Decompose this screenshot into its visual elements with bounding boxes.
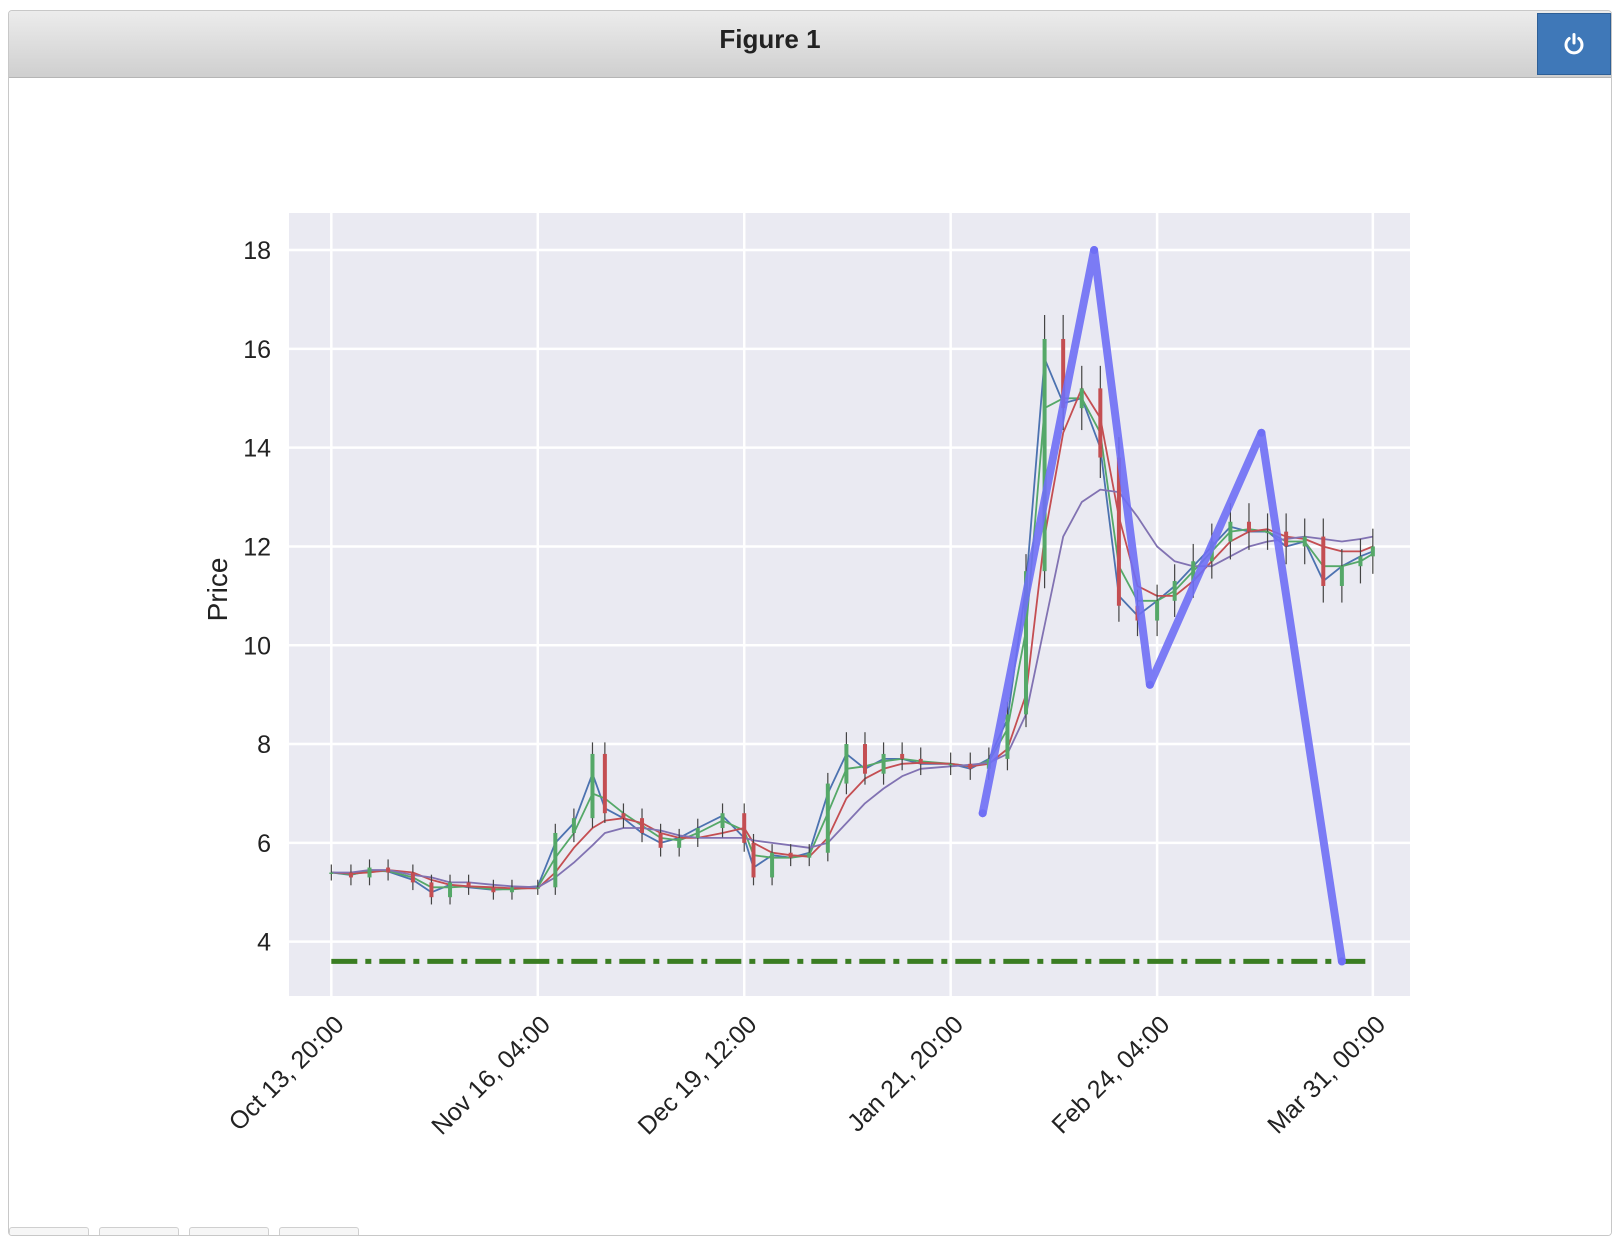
zigzag-pivot bbox=[1145, 680, 1154, 689]
price-candle bbox=[1098, 388, 1103, 458]
price-candle bbox=[1116, 457, 1121, 606]
chart: 4 6 8 10 12 14 16 18 Oct 13, 20:00 Nov 16, 04:00 D… bbox=[202, 213, 1410, 1140]
plot-area bbox=[289, 213, 1410, 996]
price-candle bbox=[348, 872, 353, 878]
figure-titlebar: Figure 1 bbox=[9, 11, 1611, 78]
price-candle bbox=[621, 813, 626, 819]
price-candle bbox=[1265, 531, 1270, 534]
y-tick-label: 14 bbox=[243, 435, 271, 463]
price-candle bbox=[367, 867, 372, 878]
price-candle bbox=[410, 872, 415, 883]
price-candle bbox=[844, 744, 849, 784]
price-candle bbox=[640, 818, 645, 833]
price-candle bbox=[1228, 521, 1233, 542]
zigzag-pivot bbox=[1337, 957, 1346, 966]
price-candle bbox=[1370, 546, 1375, 557]
price-candle bbox=[448, 882, 453, 898]
price-candle bbox=[788, 852, 793, 858]
price-candle bbox=[1042, 338, 1047, 572]
figure-window: Figure 1 4 6 8 10 12 14 16 18 Oct 13, 20:00 Nov 1… bbox=[8, 10, 1612, 1236]
y-tick-label: 10 bbox=[243, 632, 271, 660]
price-candle bbox=[491, 887, 496, 893]
y-tick-label: 18 bbox=[243, 237, 271, 265]
price-candle bbox=[825, 783, 830, 853]
toolbar-tab[interactable] bbox=[279, 1227, 359, 1235]
figure-title: Figure 1 bbox=[719, 24, 821, 54]
y-tick-label: 4 bbox=[257, 929, 271, 957]
price-candle bbox=[329, 872, 334, 874]
price-candle bbox=[1358, 556, 1363, 567]
y-tick-label: 12 bbox=[243, 533, 271, 561]
price-candle bbox=[509, 887, 514, 893]
price-candle bbox=[1321, 536, 1326, 586]
moving-average-line bbox=[331, 488, 1373, 889]
power-icon bbox=[1564, 33, 1584, 55]
price-candle bbox=[1155, 600, 1160, 621]
price-candle bbox=[720, 813, 725, 829]
price-candle bbox=[695, 828, 700, 838]
price-candle bbox=[535, 887, 540, 889]
x-tick-label: Mar 31, 00:00 bbox=[1262, 1010, 1391, 1139]
x-tick-label: Feb 24, 04:00 bbox=[1046, 1010, 1175, 1139]
price-candle bbox=[429, 882, 434, 898]
price-candle bbox=[602, 753, 607, 814]
price-candle bbox=[1024, 571, 1029, 715]
price-candle bbox=[751, 842, 756, 878]
price-candle bbox=[881, 753, 886, 774]
y-tick-label: 6 bbox=[257, 830, 271, 858]
price-candle bbox=[1339, 566, 1344, 586]
price-candle bbox=[658, 832, 663, 848]
price-candle bbox=[807, 852, 812, 858]
price-candle bbox=[948, 763, 953, 766]
price-candle bbox=[742, 813, 747, 843]
price-candle bbox=[1191, 561, 1196, 582]
y-axis-label: Price bbox=[202, 558, 233, 622]
toolbar-strip bbox=[9, 1227, 359, 1235]
price-candle bbox=[770, 852, 775, 878]
price-candle bbox=[553, 832, 558, 888]
figure-canvas: 4 6 8 10 12 14 16 18 Oct 13, 20:00 Nov 16, 04:00 D… bbox=[9, 78, 1611, 1235]
price-candle bbox=[862, 744, 867, 774]
price-candle bbox=[968, 763, 973, 769]
price-candle bbox=[1284, 531, 1289, 547]
price-candle bbox=[677, 837, 682, 848]
x-tick-label: Dec 19, 12:00 bbox=[633, 1010, 763, 1140]
price-candle bbox=[466, 882, 471, 888]
moving-average-line bbox=[331, 387, 1374, 890]
toolbar-tab[interactable] bbox=[99, 1227, 179, 1235]
zigzag-pivot bbox=[978, 809, 987, 818]
price-candle bbox=[571, 818, 576, 833]
price-candle bbox=[590, 753, 595, 819]
zigzag-pivot bbox=[1257, 428, 1266, 437]
y-tick-label: 16 bbox=[243, 336, 271, 364]
toolbar-tab[interactable] bbox=[9, 1227, 89, 1235]
price-candle bbox=[1061, 338, 1066, 409]
price-candle bbox=[386, 867, 391, 873]
close-button[interactable] bbox=[1537, 13, 1611, 75]
price-candle bbox=[1246, 521, 1251, 532]
price-candle bbox=[900, 753, 905, 759]
zigzag-pivot bbox=[1090, 246, 1099, 255]
y-tick-label: 8 bbox=[257, 731, 271, 759]
price-candle bbox=[1005, 714, 1010, 759]
x-tick-label: Oct 13, 20:00 bbox=[224, 1010, 350, 1136]
price-candle bbox=[1079, 388, 1084, 409]
price-candle bbox=[918, 758, 923, 764]
toolbar-tab[interactable] bbox=[189, 1227, 269, 1235]
x-tick-label: Jan 21, 20:00 bbox=[842, 1010, 969, 1137]
price-candle bbox=[1302, 536, 1307, 547]
x-tick-label: Nov 16, 04:00 bbox=[426, 1010, 556, 1140]
price-candle bbox=[1172, 581, 1177, 601]
